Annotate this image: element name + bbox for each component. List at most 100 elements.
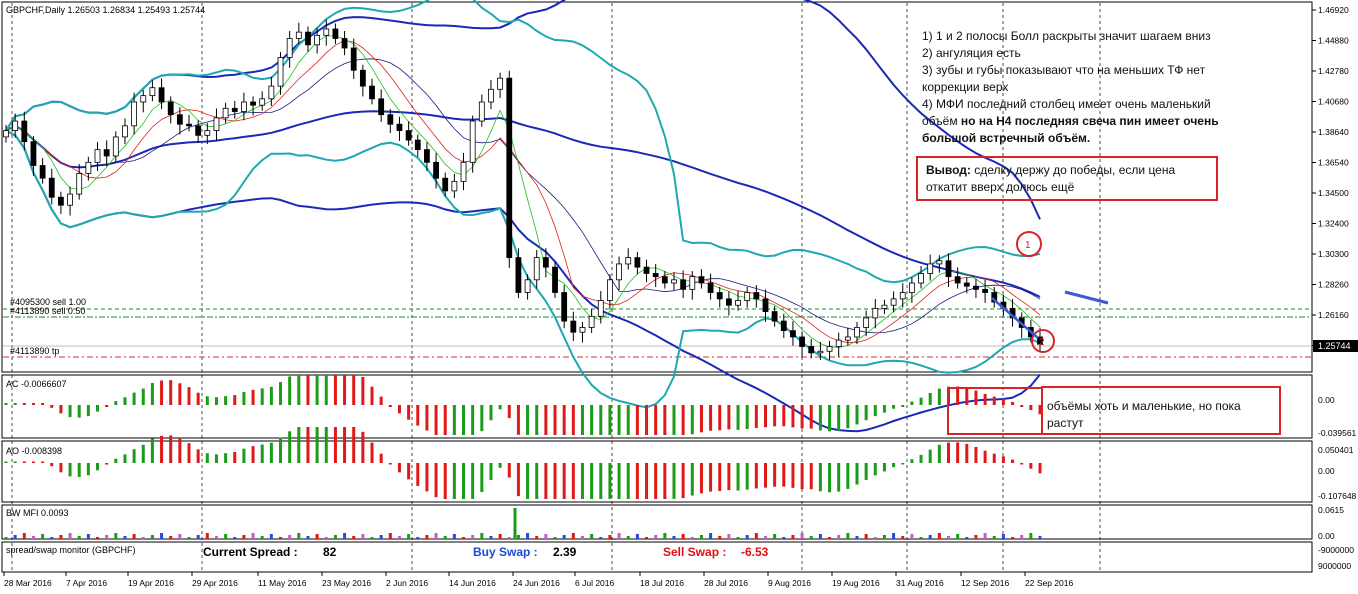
candle-body [204,130,211,136]
candle [790,321,796,346]
candle [85,156,92,181]
candle-body [725,298,732,306]
candle [799,331,805,357]
candle [451,173,458,199]
candle-body [250,101,256,106]
note-line-6b: но на Н4 последняя свеча пин имеет очень [957,114,1219,128]
price-tick-label: 1.28260 [1318,280,1349,290]
candle-body [469,120,476,163]
conclusion-box: Вывод: сделку держу до победы, если цена… [916,156,1218,201]
candle [954,267,961,289]
candle-body [323,28,330,36]
date-tick-label: 18 Jul 2016 [640,578,684,588]
current-price-tag [1313,340,1358,352]
candle-body [167,101,174,116]
candle [460,152,467,191]
mfi-axis-label: 0.0615 [1318,505,1344,515]
price-tick-label: 1.44880 [1318,36,1349,46]
candle [579,321,586,343]
candle [231,100,238,119]
candle-body [954,276,961,284]
candle-body [643,266,650,274]
candle [378,89,385,122]
candle [652,264,659,287]
ao-axis-label: -0.107648 [1318,491,1357,501]
candle-body [607,279,613,301]
candle [131,92,138,135]
candle [744,286,751,308]
candle [716,286,723,308]
candle-body [671,279,677,284]
candle-body [799,336,805,347]
candle [469,115,476,173]
candle [991,286,998,308]
candle [863,310,870,337]
main-chart-header: GBPCHF,Daily 1.26503 1.26834 1.25493 1.2… [6,5,205,15]
spread-panel-frame[interactable] [1,541,1313,573]
candle-body [844,336,851,341]
candle [112,131,119,162]
candle-body [689,276,696,290]
candle [176,107,183,135]
candle-body [222,107,229,119]
candle [186,114,192,132]
candle-body [716,292,723,300]
candle [899,283,906,308]
ac-axis-label: 0.00 [1318,395,1335,405]
candle-body [982,288,988,293]
price-tick-label: 1.38640 [1318,127,1349,137]
mfi-panel-frame[interactable] [1,504,1313,540]
order-tp-label: #4113890 tp [10,346,59,356]
candle-body [497,77,504,90]
note-line-3: 3) зубы и губы показывают что на меньших… [922,63,1206,77]
candle [21,111,28,151]
note-line-6: объём но на Н4 последняя свеча пин имеет… [922,113,1262,130]
note-line-1: 1) 1 и 2 полосы Болл раскрыты значит шаг… [922,29,1211,43]
note-line-4: коррекции верх [922,80,1009,94]
candle [771,306,778,327]
candle [277,51,284,95]
current-price-value: 1.25744 [1318,341,1351,351]
candle-body [414,139,421,151]
candle [982,279,988,303]
candle [195,120,202,143]
candle [881,299,888,314]
price-tick-label: 1.42780 [1318,66,1349,76]
candle [808,339,815,359]
candle-body [835,339,842,347]
candle [533,250,540,289]
candle-body [588,315,595,328]
buy-swap-value: 2.39 [553,545,577,559]
candle [442,172,449,197]
candle [780,313,787,338]
candle-body [533,257,540,281]
candle-body [341,38,348,49]
candle-body [12,120,19,131]
candle-body [762,298,769,312]
candle-body [176,114,183,125]
candle-body [506,77,513,258]
candle-body [542,257,549,268]
candle-body [332,28,339,39]
candle-body [753,292,760,300]
date-tick-label: 23 May 2016 [322,578,371,588]
bollinger-short-lower [5,129,1041,409]
axes: 1.46920 1.44880 1.42780 1.40680 1.38640 1.365… [3,5,1357,588]
candle [488,79,494,110]
date-tick-label: 2 Jun 2016 [386,578,428,588]
candle-body [48,177,55,198]
candle [259,91,266,111]
candle-body [780,320,787,332]
candle-body [872,307,879,319]
candle [369,78,375,105]
buy-swap-label: Buy Swap : [473,545,538,559]
candle [634,252,641,275]
candle-body [707,282,714,293]
candle-body [378,98,385,116]
candle-body [927,263,934,274]
candle-body [945,260,952,278]
candle [250,96,256,116]
candle [844,327,851,346]
alligator-lips [5,35,1041,348]
